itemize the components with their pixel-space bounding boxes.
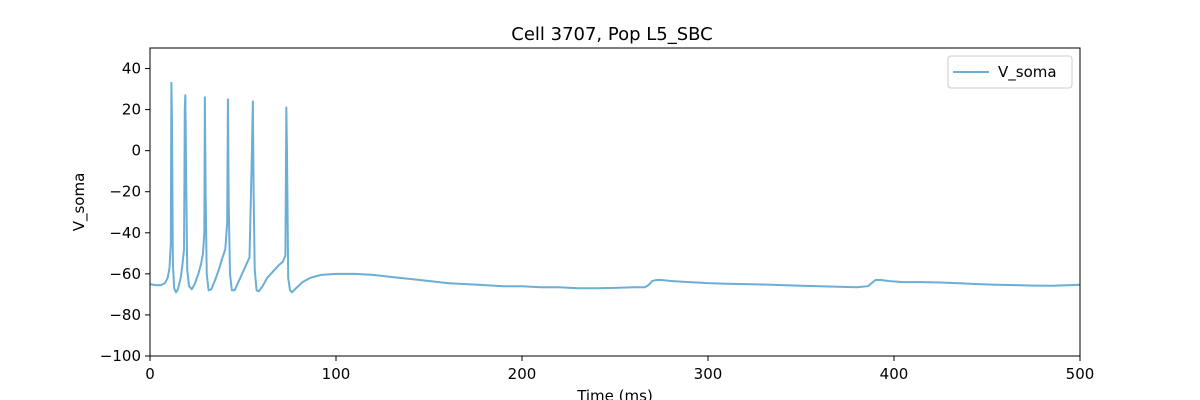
y-tick-label: −60: [109, 265, 141, 283]
y-tick-label: −80: [109, 306, 141, 324]
x-tick-label: 200: [508, 365, 537, 383]
y-tick-label: 20: [122, 101, 141, 119]
plot-area-frame: [149, 47, 1081, 357]
y-tick-label: 40: [122, 60, 141, 78]
chart-title: Cell 3707, Pop L5_SBC: [511, 24, 713, 45]
y-tick-label: 0: [131, 142, 141, 160]
y-axis: −100 −80 −60 −40 −20 0 20 40: [100, 60, 150, 365]
y-tick-label: −100: [100, 347, 141, 365]
x-axis: 0 100 200 300 400 500: [145, 356, 1094, 383]
x-tick-label: 500: [1066, 365, 1095, 383]
y-axis-label: V_soma: [70, 173, 89, 232]
y-tick-label: −20: [109, 183, 141, 201]
series-layer: [150, 81, 1080, 294]
x-axis-label: Time (ms): [576, 387, 653, 400]
y-tick-label: −40: [109, 224, 141, 242]
x-tick-label: 0: [145, 365, 155, 383]
x-tick-label: 100: [322, 365, 351, 383]
x-tick-label: 400: [880, 365, 909, 383]
series-line-v-soma: [150, 81, 1080, 294]
legend-box: [947, 55, 1073, 89]
x-tick-label: 300: [694, 365, 723, 383]
legend: V_soma: [947, 55, 1073, 89]
legend-label: V_soma: [998, 63, 1057, 82]
